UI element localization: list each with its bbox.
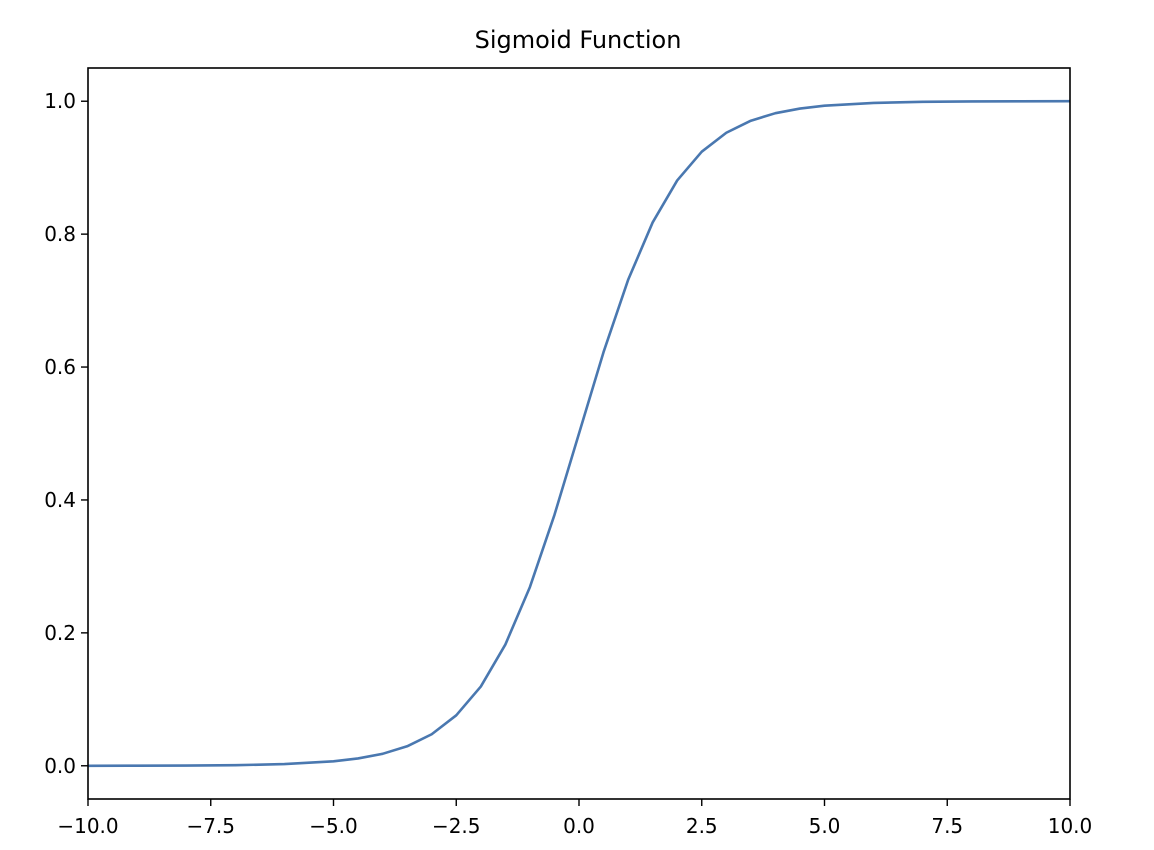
chart-title: Sigmoid Function <box>475 26 682 54</box>
y-tick-label: 0.4 <box>44 488 76 512</box>
series-line-0 <box>87 99 1071 768</box>
x-tick-label: −10.0 <box>57 814 118 838</box>
x-tick-label: 7.5 <box>931 814 963 838</box>
x-tick-label: 5.0 <box>809 814 841 838</box>
x-tick-label: 2.5 <box>686 814 718 838</box>
x-tick-label: 10.0 <box>1048 814 1093 838</box>
x-tick-label: −7.5 <box>186 814 235 838</box>
x-axis: −10.0 −7.5 −5.0 −2.5 0.0 2.5 5.0 7.5 10.0 <box>57 799 1092 838</box>
y-tick-label: 0.0 <box>44 754 76 778</box>
x-tick-label: −5.0 <box>309 814 358 838</box>
y-tick-label: 0.6 <box>44 355 76 379</box>
y-tick-label: 0.8 <box>44 222 76 246</box>
y-axis: 0.0 0.2 0.4 0.6 0.8 1.0 <box>44 89 88 778</box>
x-tick-label: −2.5 <box>432 814 481 838</box>
y-tick-label: 1.0 <box>44 89 76 113</box>
x-tick-label: 0.0 <box>563 814 595 838</box>
y-tick-label: 0.2 <box>44 621 76 645</box>
